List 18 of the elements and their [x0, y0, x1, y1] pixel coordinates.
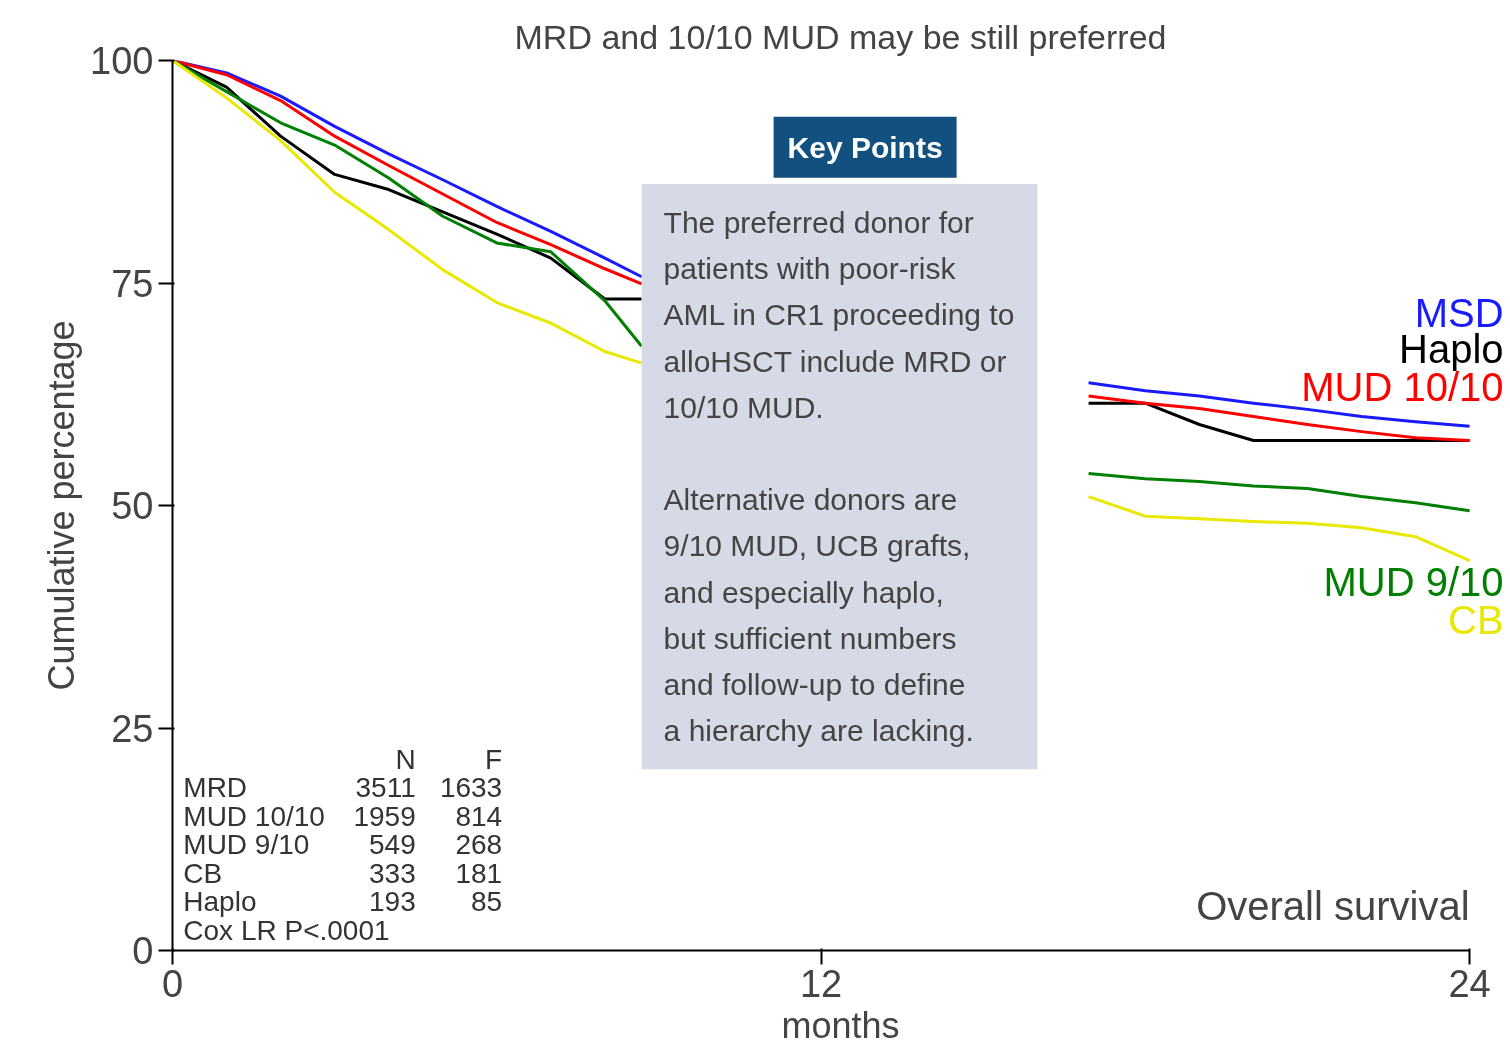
y-tick-label: 0 — [132, 930, 154, 972]
x-tick-label: 24 — [1448, 962, 1491, 1005]
chart-title: MRD and 10/10 MUD may be still preferred — [514, 17, 1167, 56]
annotation: Key Points — [787, 130, 943, 164]
x-tick-label: 0 — [161, 962, 184, 1005]
y-axis-title: Cumulative percentage — [41, 320, 83, 691]
y-tick-label: 50 — [111, 485, 154, 527]
x-tick-label: 12 — [799, 962, 843, 1005]
text: N F — [395, 743, 503, 775]
annotation: Overall survival — [1196, 884, 1470, 929]
y-tick-label: 25 — [111, 707, 154, 750]
annotation: The preferred donor for patients with poor-risk AML in CR1 proceeding to alloHSCT include MRD or 10/10 MUD. — [663, 205, 1015, 424]
text: Haplo 193 85 — [183, 886, 503, 918]
y-tick-label: 75 — [111, 262, 154, 305]
y-tick-label: 100 — [90, 40, 154, 82]
x-axis-title: months — [781, 1004, 900, 1046]
annotation: Alternative donors are 9/10 MUD, UCB grafts, and especially haplo, but sufficient numbers and follow-up to define a hierarchy are lacking. — [663, 483, 974, 748]
series-label: Haplo — [1399, 326, 1504, 371]
